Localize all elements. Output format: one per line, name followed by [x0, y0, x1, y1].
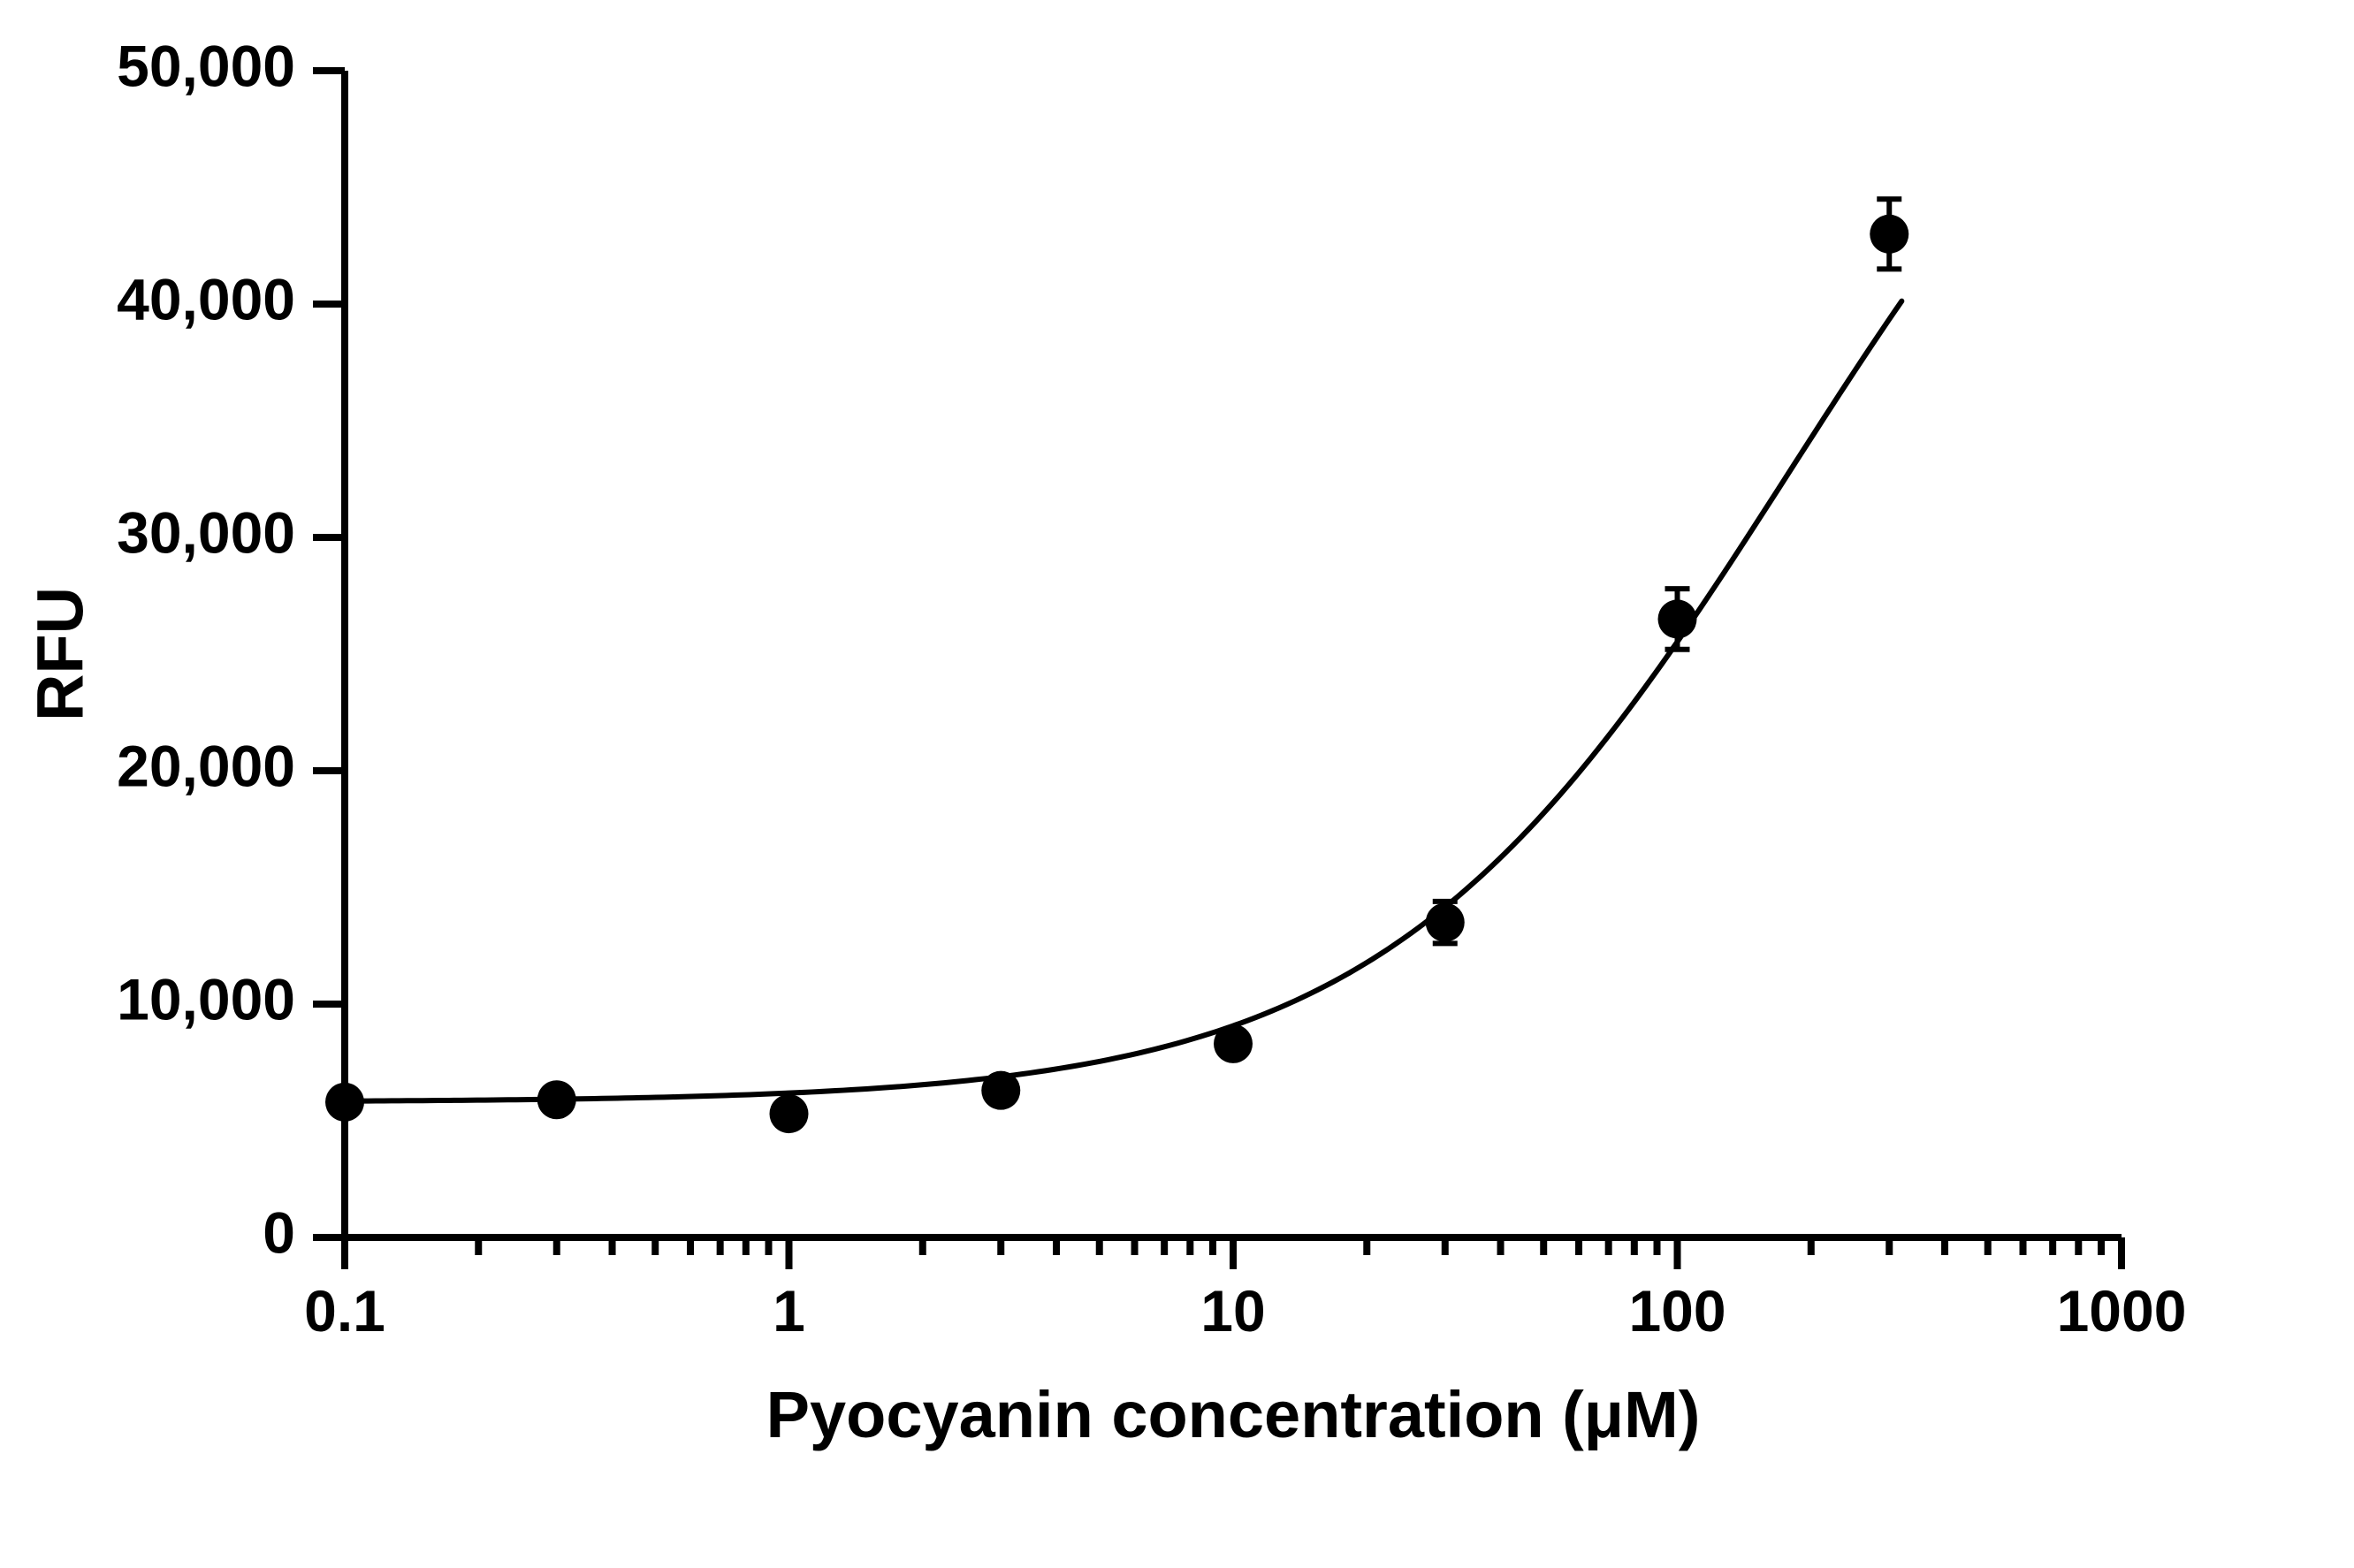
x-axis-tick-label: 1000 — [2057, 1278, 2187, 1343]
y-axis-tick-label: 0 — [263, 1199, 295, 1265]
data-point — [537, 1080, 576, 1119]
y-axis-title: RFU — [24, 587, 97, 721]
dose-response-chart: 0 10,000 20,000 30,000 40,000 50,000 RFU 0.1 1 10… — [0, 0, 2354, 1568]
data-point — [981, 1071, 1020, 1110]
y-axis-tick-label: 30,000 — [117, 499, 295, 565]
chart-container: 0 10,000 20,000 30,000 40,000 50,000 RFU 0.1 1 10… — [0, 0, 2354, 1568]
y-axis-tick-label: 40,000 — [117, 266, 295, 331]
data-point — [770, 1094, 809, 1133]
y-axis-tick-label: 50,000 — [117, 33, 295, 98]
x-axis-tick-label: 100 — [1628, 1278, 1726, 1343]
x-axis-title: Pyocyanin concentration (μM) — [766, 1378, 1701, 1451]
y-axis-tick-label: 20,000 — [117, 733, 295, 798]
data-point — [1426, 903, 1465, 942]
x-axis-tick-label: 1 — [773, 1278, 805, 1343]
x-axis-tick-label: 0.1 — [304, 1278, 385, 1343]
data-point — [1870, 215, 1908, 254]
y-axis-tick-label: 10,000 — [117, 966, 295, 1031]
x-axis-tick-label: 10 — [1200, 1278, 1265, 1343]
data-point — [325, 1083, 364, 1122]
data-point — [1658, 599, 1697, 638]
data-point — [1214, 1024, 1253, 1063]
